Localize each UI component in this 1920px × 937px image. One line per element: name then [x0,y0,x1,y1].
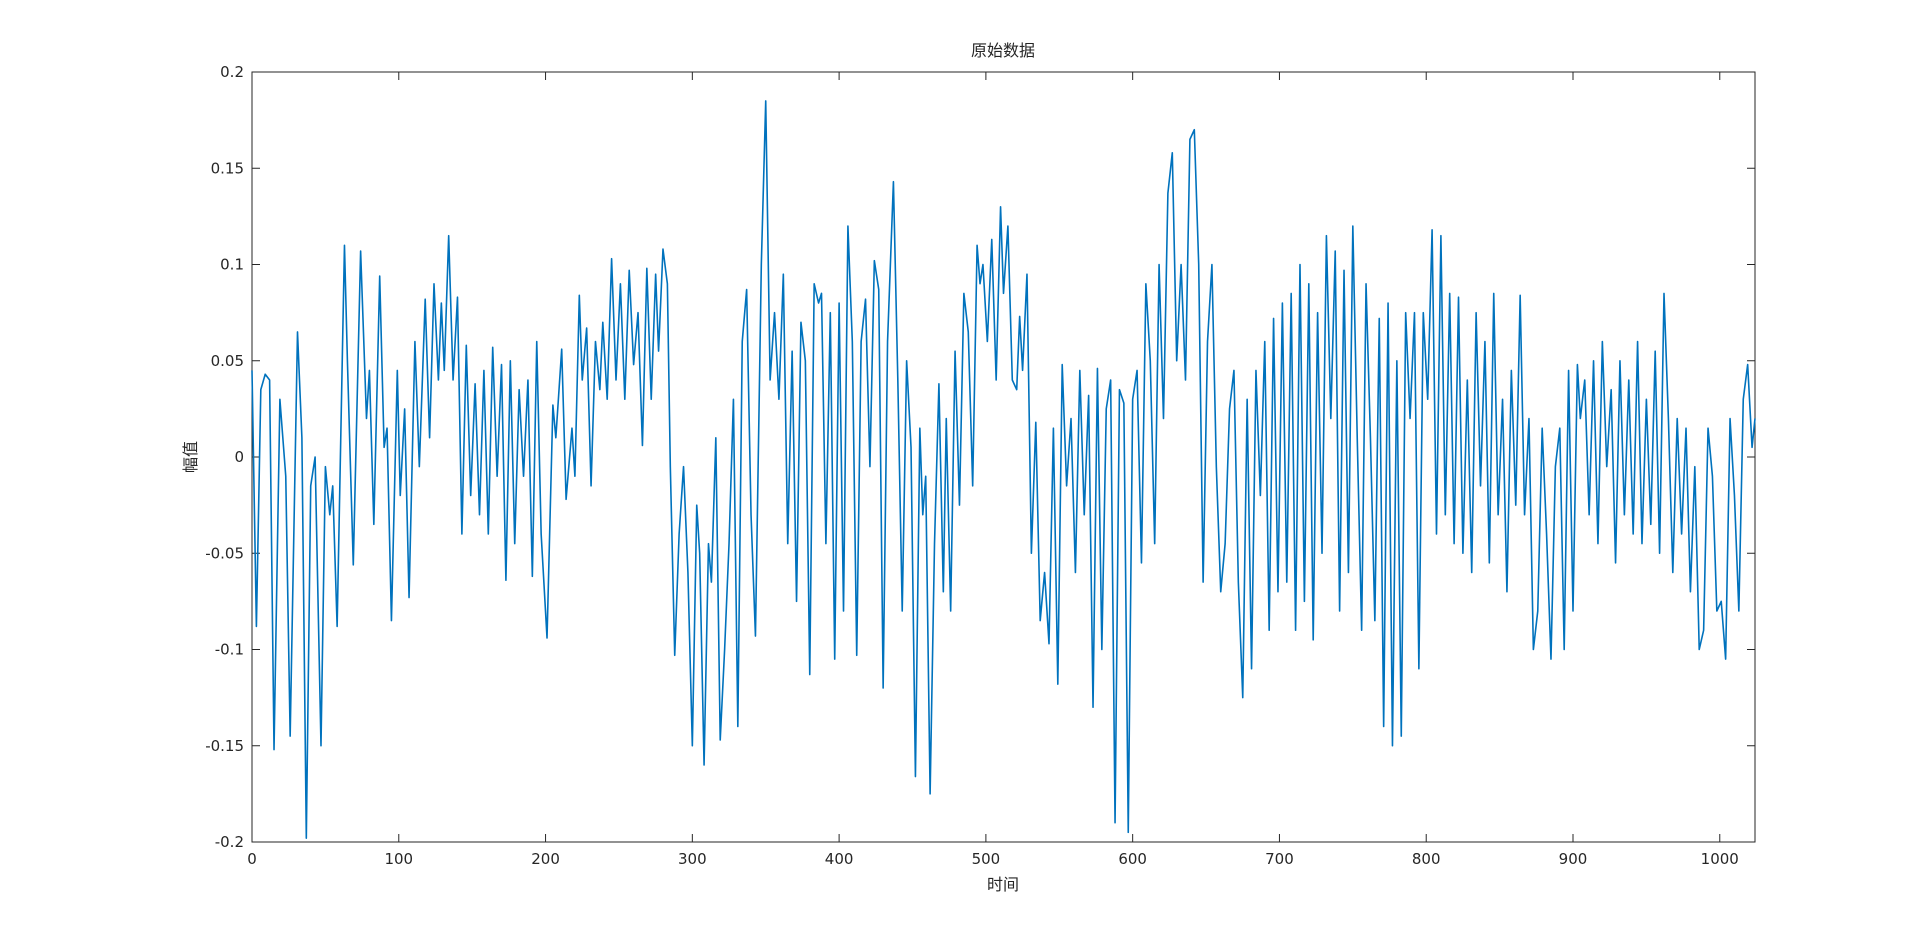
x-tick-label: 600 [1118,850,1147,868]
x-tick-label: 700 [1265,850,1294,868]
y-tick-label: 0.2 [220,63,244,81]
y-tick-label: 0.05 [211,352,244,370]
y-tick-label: -0.2 [215,833,244,851]
y-tick-label: -0.15 [205,737,244,755]
y-tick-label: 0.1 [220,256,244,274]
x-tick-label: 200 [531,850,560,868]
chart-title: 原始数据 [971,41,1035,60]
x-tick-label: 0 [247,850,257,868]
x-tick-label: 300 [678,850,707,868]
x-tick-label: 800 [1412,850,1441,868]
y-tick-label: 0 [234,448,244,466]
y-tick-label: -0.05 [205,544,244,562]
x-tick-label: 400 [825,850,854,868]
x-tick-label: 900 [1559,850,1588,868]
x-tick-label: 100 [384,850,413,868]
x-tick-label: 1000 [1701,850,1739,868]
y-axis-label: 幅值 [181,441,200,473]
y-tick-label: -0.1 [215,641,244,659]
data-line [251,100,1756,839]
y-tick-label: 0.15 [211,159,244,177]
x-tick-label: 500 [972,850,1001,868]
x-axis-label: 时间 [987,875,1019,894]
